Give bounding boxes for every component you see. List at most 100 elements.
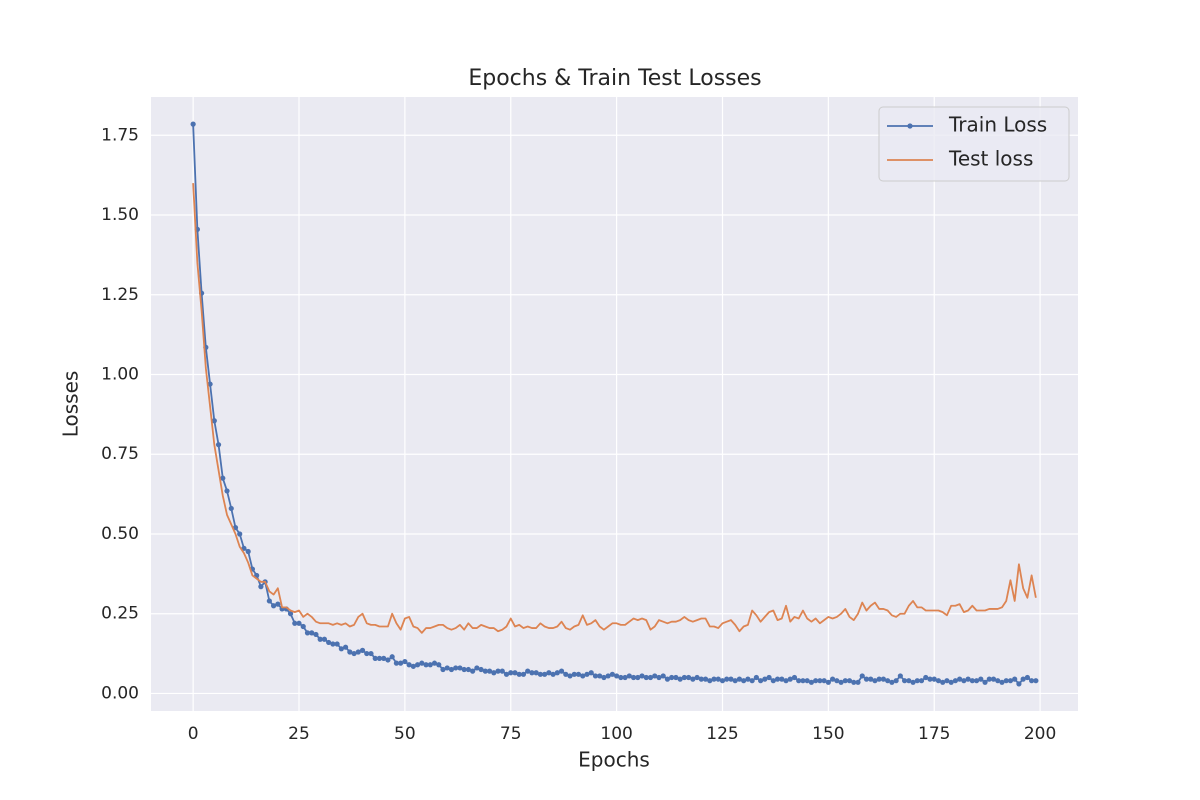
data-point [851, 679, 857, 685]
data-point [897, 673, 903, 679]
data-point [478, 666, 484, 673]
data-point [211, 418, 217, 424]
data-point [863, 676, 870, 682]
data-point [859, 673, 865, 679]
data-point [639, 673, 645, 679]
data-point [889, 679, 895, 685]
data-point [918, 678, 925, 684]
data-point [961, 678, 967, 684]
y-tick-label: 0.75 [101, 444, 139, 464]
data-point [681, 674, 687, 681]
data-point [470, 668, 476, 674]
data-point [575, 671, 582, 677]
data-point [995, 678, 1001, 684]
data-point [558, 668, 565, 674]
data-point [385, 657, 391, 663]
x-tick-label: 50 [394, 724, 416, 744]
data-point [597, 673, 603, 679]
data-point [660, 673, 666, 679]
data-point [690, 676, 696, 682]
data-point [978, 676, 984, 682]
data-point [707, 678, 713, 684]
data-point [766, 674, 772, 681]
y-tick-label: 1.00 [101, 364, 139, 384]
x-tick-label: 150 [812, 724, 844, 744]
data-point [664, 676, 671, 682]
data-point [800, 678, 806, 684]
data-point [584, 671, 590, 677]
data-point [842, 678, 848, 684]
data-point [876, 676, 882, 682]
data-point [525, 668, 531, 674]
x-tick-label: 25 [288, 724, 310, 744]
y-tick-label: 1.25 [101, 285, 139, 305]
data-point [846, 678, 853, 684]
data-point [609, 671, 615, 677]
series-line [192, 183, 1037, 634]
data-point [893, 678, 899, 684]
data-point [601, 674, 607, 681]
data-point [630, 674, 637, 681]
data-point [855, 679, 861, 685]
data-point [237, 531, 243, 537]
data-point [440, 666, 446, 673]
data-point [745, 676, 751, 682]
data-point [1024, 674, 1030, 681]
data-point [588, 670, 594, 676]
data-point [774, 676, 781, 682]
data-point [355, 649, 361, 655]
y-tick-label: 1.75 [101, 125, 139, 145]
x-tick-label: 100 [600, 724, 632, 744]
data-point [618, 674, 624, 681]
data-point [338, 646, 344, 652]
data-point [957, 676, 963, 682]
data-point [542, 671, 548, 677]
data-point [817, 678, 823, 684]
data-point [927, 676, 933, 682]
data-point [931, 676, 937, 682]
data-point [313, 631, 319, 638]
data-point [838, 679, 844, 685]
data-point [207, 381, 213, 387]
data-point [414, 662, 421, 668]
data-point [321, 636, 328, 642]
data-point [287, 611, 294, 617]
data-point [821, 678, 827, 684]
data-point [673, 674, 679, 681]
data-point [410, 663, 416, 669]
data-point [906, 678, 912, 684]
data-point [647, 674, 654, 681]
data-point [935, 678, 942, 684]
data-point [787, 676, 793, 682]
data-point [753, 674, 759, 681]
data-point [423, 662, 429, 668]
data-point [804, 678, 810, 684]
data-point [465, 666, 471, 673]
data-point [245, 548, 251, 555]
data-point [749, 678, 755, 684]
x-axis-label: Epochs [578, 748, 650, 772]
data-point [317, 636, 323, 642]
data-point [825, 679, 831, 685]
data-point [698, 676, 704, 682]
data-point [732, 678, 738, 684]
data-point [635, 674, 641, 681]
data-point [347, 649, 353, 655]
data-point [444, 665, 450, 671]
data-point [965, 676, 971, 682]
data-point [724, 676, 730, 682]
data-point [973, 678, 980, 684]
data-point [944, 678, 950, 684]
data-point [364, 650, 370, 657]
data-point [520, 671, 527, 677]
data-point [834, 678, 840, 684]
y-tick-label: 0.00 [101, 683, 139, 703]
data-point [762, 676, 768, 682]
data-point [393, 660, 400, 666]
data-point [224, 488, 230, 494]
data-point [571, 671, 577, 677]
data-point [741, 678, 747, 684]
data-point [419, 660, 425, 666]
data-point [808, 679, 815, 685]
